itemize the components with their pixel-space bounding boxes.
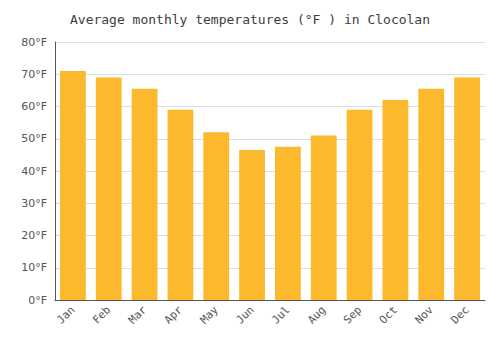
svg-text:10°F: 10°F: [21, 261, 47, 274]
svg-text:Jul: Jul: [269, 303, 292, 326]
svg-text:80°F: 80°F: [21, 36, 47, 49]
svg-text:Average monthly temperatures (: Average monthly temperatures (°F ) in Cl…: [70, 12, 430, 27]
svg-text:40°F: 40°F: [21, 165, 47, 178]
svg-text:Feb: Feb: [90, 303, 113, 326]
svg-text:0°F: 0°F: [28, 294, 47, 307]
svg-text:Dec: Dec: [448, 303, 471, 326]
svg-text:May: May: [198, 303, 221, 326]
svg-text:Sep: Sep: [341, 303, 364, 326]
svg-text:50°F: 50°F: [21, 132, 47, 145]
svg-text:Aug: Aug: [305, 303, 328, 326]
svg-text:60°F: 60°F: [21, 100, 47, 113]
svg-text:Jan: Jan: [54, 303, 77, 326]
svg-text:20°F: 20°F: [21, 229, 47, 242]
svg-text:Oct: Oct: [377, 303, 400, 326]
svg-text:70°F: 70°F: [21, 68, 47, 81]
svg-text:Jun: Jun: [233, 303, 256, 326]
svg-text:Mar: Mar: [126, 303, 149, 326]
svg-text:Apr: Apr: [162, 303, 185, 326]
svg-text:30°F: 30°F: [21, 197, 47, 210]
svg-text:Nov: Nov: [413, 303, 436, 326]
